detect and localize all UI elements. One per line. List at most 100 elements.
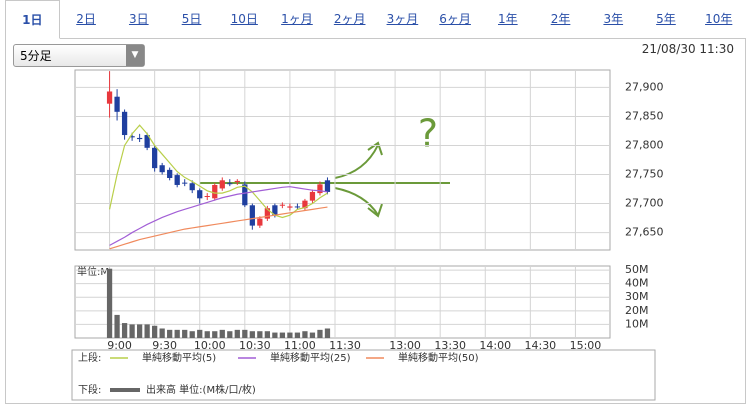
legend-label: 単純移動平均(25) xyxy=(270,351,351,364)
y-tick-label: 27,850 xyxy=(625,109,664,122)
tab[interactable]: 3年 xyxy=(603,12,624,26)
candle-body xyxy=(174,175,180,185)
x-tick-label: 14:00 xyxy=(479,339,511,352)
candle-body xyxy=(114,96,120,112)
legend-upper-label: 上段: xyxy=(78,351,101,364)
legend-lower-label: 下段: xyxy=(78,383,101,396)
tab[interactable]: 10年 xyxy=(705,12,733,26)
candle-body xyxy=(182,182,188,184)
annotation-arrowhead xyxy=(367,141,383,156)
y-tick-label: 27,650 xyxy=(625,226,664,239)
tab[interactable]: 3ヶ月 xyxy=(386,12,419,26)
tab-bar: 1日 2日 3日 5日 10日 1ヶ月 2ヶ月 3ヶ月 6ヶ月 1年 2年 3年 5年 10年 xyxy=(5,0,745,39)
volume-bar xyxy=(114,314,120,338)
tab[interactable]: 2年 xyxy=(550,12,571,26)
candle-body xyxy=(324,180,331,192)
annotation-arrow-up xyxy=(334,144,379,179)
candle-body xyxy=(302,200,308,209)
tab[interactable]: 10日 xyxy=(230,12,258,26)
x-tick-label: 9:00 xyxy=(107,339,132,352)
candle-body xyxy=(152,147,158,169)
tab[interactable]: 1ヶ月 xyxy=(281,12,313,26)
volume-bar xyxy=(309,332,316,338)
tab[interactable]: 5日 xyxy=(181,12,202,26)
volume-bar xyxy=(189,331,195,338)
volume-bar xyxy=(272,332,278,338)
volume-bar xyxy=(197,329,203,338)
tab[interactable]: 2ヶ月 xyxy=(333,12,366,26)
volume-bar xyxy=(106,268,113,338)
tab[interactable]: 5年 xyxy=(656,12,676,26)
legend-label: 単純移動平均(50) xyxy=(398,351,479,364)
tab[interactable]: 1年 xyxy=(498,12,518,26)
legend-box xyxy=(71,349,656,401)
price-frame xyxy=(74,69,611,251)
x-tick-label: 14:30 xyxy=(524,339,556,352)
y-tick-label: 27,900 xyxy=(625,80,664,93)
volume-bar xyxy=(279,332,286,338)
x-tick-label: 13:30 xyxy=(434,339,466,352)
tab[interactable]: 1日 xyxy=(5,0,60,39)
volume-bar xyxy=(234,329,240,338)
candle-body xyxy=(294,206,301,208)
ma-line xyxy=(108,124,328,219)
annotation-arrow-down xyxy=(334,187,379,216)
volume-bar xyxy=(136,324,143,338)
tab[interactable]: 3日 xyxy=(128,12,149,26)
period-select-text: 5分足 xyxy=(20,49,52,63)
candle-body xyxy=(129,136,135,138)
candle-body xyxy=(197,190,203,199)
volume-bar xyxy=(257,331,263,338)
volume-bar xyxy=(152,325,158,338)
volume-bar xyxy=(302,331,308,338)
ma-line xyxy=(109,186,328,246)
volume-bar xyxy=(249,331,255,338)
candle-body xyxy=(242,184,248,206)
volume-bar xyxy=(129,324,135,338)
volume-unit-label: 単位:M xyxy=(77,265,109,278)
annotation-text: ? xyxy=(418,112,438,156)
volume-bar xyxy=(174,329,180,338)
candle-body xyxy=(264,208,270,219)
candle-body xyxy=(317,184,323,194)
volume-bar xyxy=(294,332,301,338)
x-tick-label: 9:30 xyxy=(152,339,177,352)
x-tick-label: 11:30 xyxy=(329,339,361,352)
annotation-arrowhead xyxy=(367,203,383,218)
y-tick-label: 27,700 xyxy=(625,197,664,210)
candle-body xyxy=(272,205,278,216)
candle-body xyxy=(204,196,210,197)
volume-frame xyxy=(74,265,611,339)
candle-body xyxy=(212,184,218,199)
candle-body xyxy=(249,205,255,226)
period-select[interactable]: 5分足 ▼ xyxy=(13,44,145,67)
x-tick-label: 10:30 xyxy=(239,339,271,352)
tab[interactable]: 6ヶ月 xyxy=(439,12,471,26)
timestamp: 21/08/30 11:30 xyxy=(641,42,734,56)
candle-body xyxy=(309,191,316,201)
x-tick-label: 15:00 xyxy=(570,339,602,352)
candle-body xyxy=(121,111,128,136)
candle-body xyxy=(189,183,195,191)
dropdown-arrow: ▼ xyxy=(126,45,144,66)
y-tick-label: 20M xyxy=(625,304,649,317)
volume-bar xyxy=(219,329,225,338)
volume-bar xyxy=(159,328,165,338)
x-tick-label: 13:00 xyxy=(389,339,421,352)
candle-body xyxy=(287,206,293,208)
y-tick-label: 10M xyxy=(625,317,649,330)
volume-bar xyxy=(227,331,233,338)
candle-body xyxy=(106,91,113,104)
volume-bar xyxy=(287,332,293,338)
volume-bar xyxy=(182,329,188,338)
volume-bar xyxy=(324,328,331,338)
y-tick-label: 50M xyxy=(625,263,649,276)
ma-line xyxy=(109,206,328,250)
y-tick-label: 27,750 xyxy=(625,168,664,181)
y-tick-label: 27,800 xyxy=(625,138,664,151)
candle-body xyxy=(167,169,173,178)
volume-bar xyxy=(317,329,323,338)
tab[interactable]: 2日 xyxy=(76,12,96,26)
candle-body xyxy=(219,180,225,189)
